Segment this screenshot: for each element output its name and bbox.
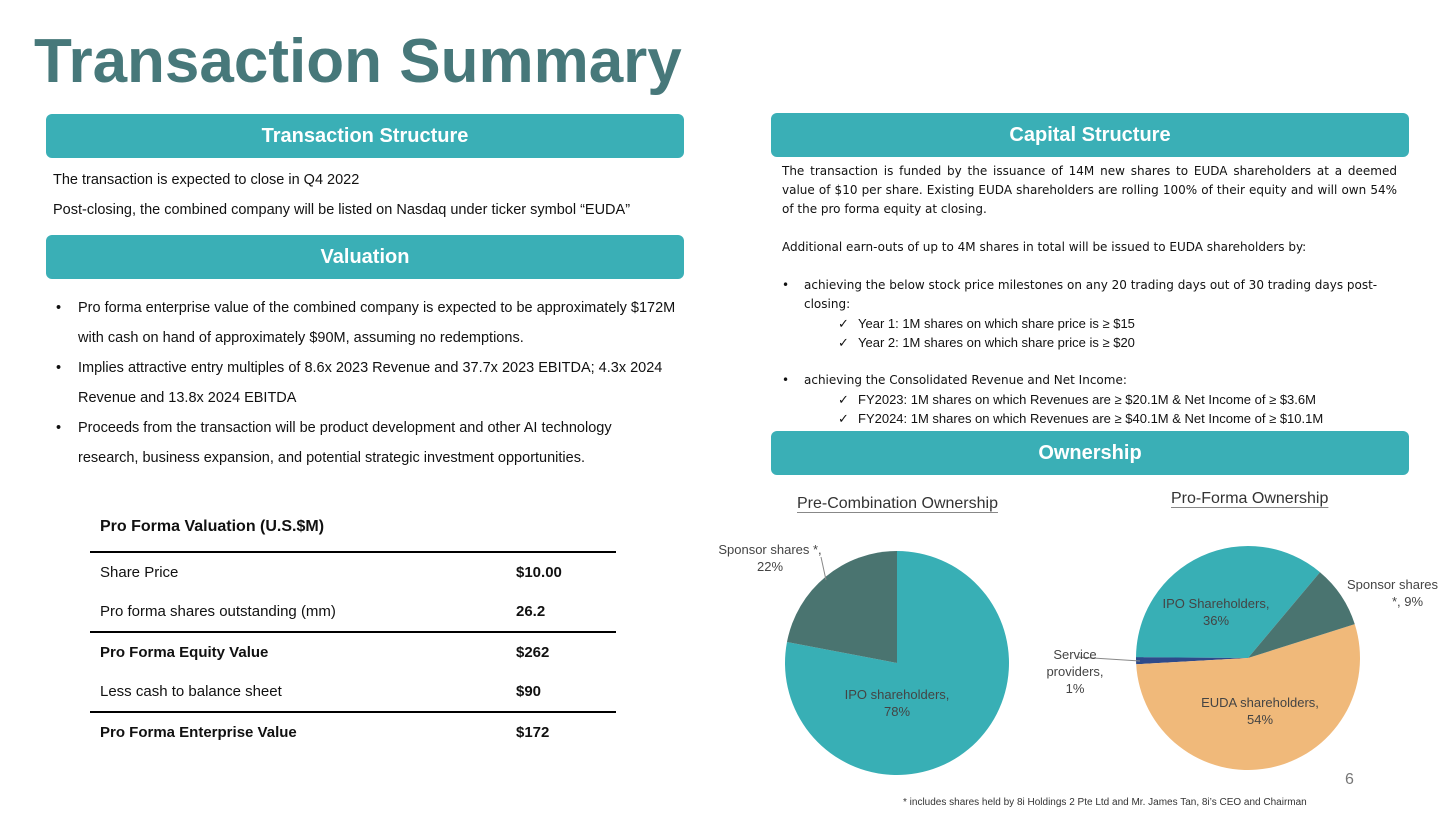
capital-paragraph: Additional earn-outs of up to 4M shares … (782, 240, 1307, 254)
pie-slice-ipo-shareholders (1136, 545, 1320, 658)
row-value: 26.2 (516, 603, 546, 620)
table-row: Less cash to balance sheet $90 (90, 672, 616, 712)
row-value: $172 (506, 711, 616, 752)
page-number: 6 (1345, 771, 1354, 788)
structure-line: The transaction is expected to close in … (53, 172, 360, 188)
valuation-bullet: Implies attractive entry multiples of 8.… (56, 353, 676, 413)
capital-check-item: FY2023: 1M shares on which Revenues are … (782, 390, 1397, 409)
capital-check-item: Year 1: 1M shares on which share price i… (782, 314, 1397, 333)
row-value: $262 (506, 631, 616, 672)
pie-slice-service-providers (1136, 657, 1248, 665)
leader-line (1076, 656, 1141, 662)
table-title: Pro Forma Valuation (U.S.$M) (90, 502, 616, 553)
page-title: Transaction Summary (34, 27, 682, 96)
data-label: Sponsor shares *, 9% (1346, 577, 1439, 609)
capital-bullet: achieving the Consolidated Revenue and N… (782, 371, 1397, 390)
leader-line (820, 556, 827, 581)
valuation-table: Pro Forma Valuation (U.S.$M) Share Price… (90, 502, 616, 752)
valuation-bullet: Pro forma enterprise value of the combin… (56, 293, 676, 353)
capital-paragraph: The transaction is funded by the issuanc… (782, 164, 1397, 216)
data-label: IPO Shareholders, 36% (1162, 596, 1270, 628)
data-label: Service providers, 1% (1046, 647, 1104, 696)
row-value: $90 (516, 683, 542, 700)
chart-title-pre: Pre-Combination Ownership (797, 495, 998, 512)
valuation-bullet: Proceeds from the transaction will be pr… (56, 413, 676, 473)
row-label: Share Price (100, 564, 179, 581)
pie-slice-sponsor-shares (1248, 572, 1355, 658)
row-label: Pro Forma Equity Value (90, 631, 506, 672)
capital-check-item: FY2024: 1M shares on which Revenues are … (782, 409, 1397, 428)
table-row: Pro Forma Equity Value $262 (90, 631, 616, 672)
pie-slice-euda-shareholders (1136, 624, 1360, 770)
data-label: Sponsor shares *, 22% (718, 542, 822, 574)
footnote: * includes shares held by 8i Holdings 2 … (903, 797, 1307, 808)
row-label: Pro Forma Enterprise Value (90, 711, 506, 752)
capital-bullet: achieving the below stock price mileston… (782, 276, 1397, 314)
capital-check-item: Year 2: 1M shares on which share price i… (782, 333, 1397, 352)
section-header-ownership: Ownership (771, 431, 1409, 475)
structure-line: Post-closing, the combined company will … (53, 202, 631, 218)
data-label: IPO shareholders, 78% (844, 687, 950, 719)
pie-slice-sponsor-shares (786, 551, 897, 663)
row-label: Less cash to balance sheet (100, 683, 282, 700)
section-header-valuation: Valuation (46, 235, 684, 279)
section-header-capital: Capital Structure (771, 113, 1409, 157)
row-label: Pro forma shares outstanding (mm) (100, 603, 336, 620)
table-row: Pro forma shares outstanding (mm) 26.2 (90, 592, 616, 632)
row-value: $10.00 (516, 564, 562, 581)
chart-title-proforma: Pro-Forma Ownership (1171, 490, 1329, 507)
table-row: Share Price $10.00 (90, 552, 616, 592)
capital-structure-text: The transaction is funded by the issuanc… (782, 162, 1397, 428)
valuation-bullets: Pro forma enterprise value of the combin… (56, 293, 676, 473)
data-label: EUDA shareholders, 54% (1201, 695, 1319, 727)
table-row: Pro Forma Enterprise Value $172 (90, 711, 616, 752)
section-header-structure: Transaction Structure (46, 114, 684, 158)
